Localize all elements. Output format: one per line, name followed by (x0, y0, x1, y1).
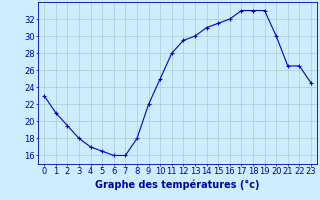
X-axis label: Graphe des températures (°c): Graphe des températures (°c) (95, 179, 260, 190)
